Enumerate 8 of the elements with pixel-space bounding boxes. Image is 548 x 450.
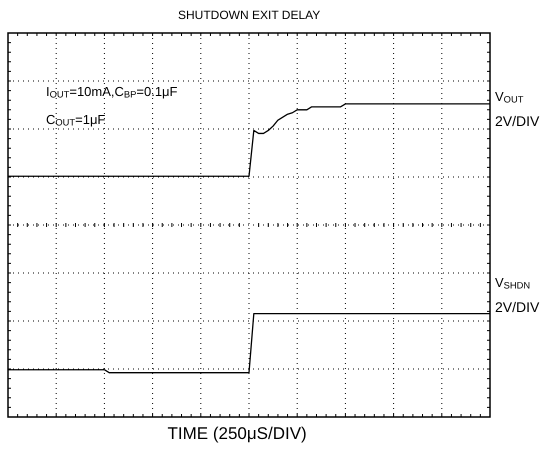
text: 2V/DIV [495, 112, 540, 129]
chart-title: SHUTDOWN EXIT DELAY [178, 8, 320, 22]
legend-label: V$_{SHDN}$ [495, 274, 530, 290]
text: 2V/DIV [495, 298, 540, 315]
x-axis-title: TIME (250μS/DIV) [168, 424, 307, 443]
legend-label: V$_{OUT}$ [495, 88, 524, 105]
annotation: C$_{OUT}$=1μF [46, 112, 106, 128]
text: I$_{OUT}$=10mA,C$_{BP}$=0.1μF [46, 84, 178, 100]
